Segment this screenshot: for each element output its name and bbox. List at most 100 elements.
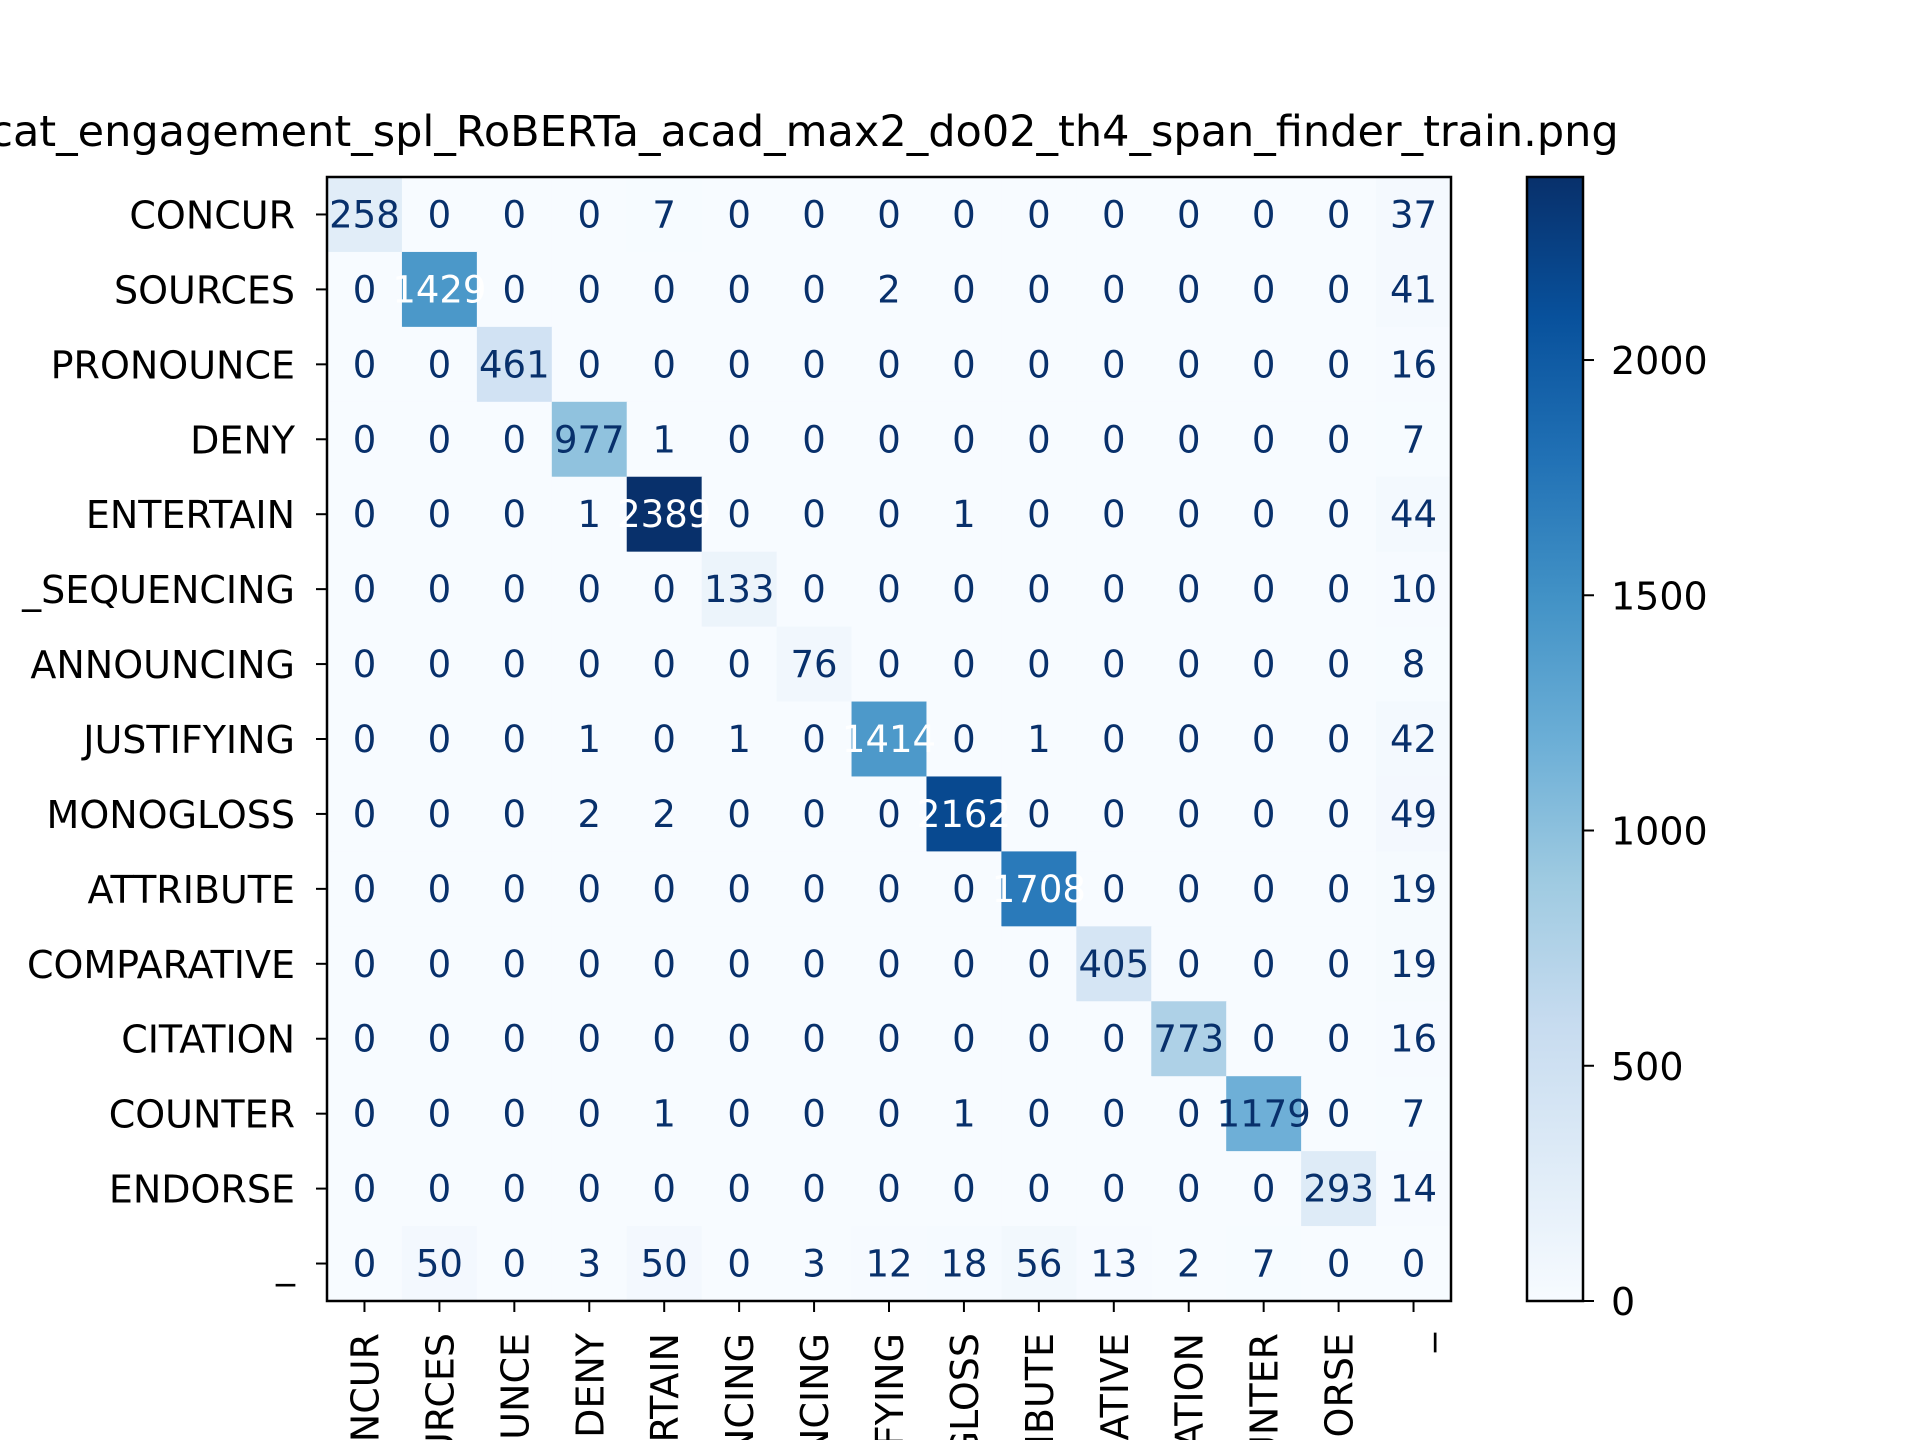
cell-value-label: 19 bbox=[1390, 943, 1437, 986]
heatmap-cell bbox=[551, 626, 628, 703]
heatmap-cell bbox=[1226, 776, 1302, 852]
heatmap-cell bbox=[626, 177, 703, 253]
cell-value-label: 0 bbox=[1177, 643, 1201, 686]
cell-value-label: 0 bbox=[1252, 793, 1276, 836]
cell-value-label: 0 bbox=[353, 643, 377, 686]
cell-value-label: 0 bbox=[1177, 868, 1201, 911]
cell-value-label: 0 bbox=[727, 343, 751, 386]
heatmap-cell bbox=[701, 626, 778, 703]
cell-value-label: 0 bbox=[353, 1093, 377, 1136]
cell-value-label: 0 bbox=[652, 868, 676, 911]
cell-value-label: 0 bbox=[1327, 793, 1351, 836]
cell-value-label: 0 bbox=[727, 1018, 751, 1061]
heatmap-cell bbox=[1376, 1226, 1452, 1302]
cell-value-label: 0 bbox=[1177, 718, 1201, 761]
x-tick-label: IBUTE bbox=[1018, 1333, 1062, 1440]
cell-value-label: 0 bbox=[652, 268, 676, 311]
cell-value-label: 0 bbox=[1327, 193, 1351, 236]
heatmap-cell bbox=[327, 851, 403, 927]
cell-value-label: 0 bbox=[1177, 793, 1201, 836]
x-tick-label: GLOSS bbox=[943, 1333, 987, 1440]
colorbar: 0 500 1000 1500 2000 bbox=[1525, 175, 1708, 1324]
heatmap-cell bbox=[701, 701, 778, 778]
cell-value-label: 0 bbox=[802, 868, 826, 911]
cell-value-label: 0 bbox=[1402, 1243, 1426, 1286]
heatmap-cell bbox=[1151, 177, 1227, 253]
heatmap-cell bbox=[1226, 551, 1302, 628]
cell-value-label: 0 bbox=[952, 193, 976, 236]
cell-value-label: 0 bbox=[802, 568, 826, 611]
heatmap-cell bbox=[1001, 701, 1077, 778]
cell-value-label: 0 bbox=[503, 268, 527, 311]
heatmap-cell bbox=[401, 551, 478, 628]
cell-value-label: 0 bbox=[1327, 868, 1351, 911]
heatmap-cell bbox=[551, 851, 628, 927]
cell-value-label: 0 bbox=[1102, 193, 1126, 236]
cell-value-label: 0 bbox=[1252, 643, 1276, 686]
heatmap-cell bbox=[776, 851, 853, 927]
cell-value-label: 0 bbox=[1327, 1243, 1351, 1286]
cell-value-label: 977 bbox=[554, 418, 625, 461]
y-tick-label: ENTERTAIN bbox=[86, 493, 295, 537]
heatmap-cell bbox=[401, 926, 478, 1002]
cell-value-label: 0 bbox=[802, 493, 826, 536]
cell-value-label: 0 bbox=[428, 493, 452, 536]
x-axis: NCUR URCES OUNCE DENY RTAIN NCING NCING IFYING G… bbox=[343, 1301, 1437, 1440]
cell-value-label: 2 bbox=[1177, 1243, 1201, 1286]
heatmap-cell bbox=[1301, 626, 1377, 703]
cell-value-label: 41 bbox=[1390, 268, 1437, 311]
cell-value-label: 0 bbox=[652, 718, 676, 761]
heatmap-cell bbox=[476, 401, 553, 478]
heatmap-cell bbox=[401, 251, 478, 328]
heatmap-cell bbox=[551, 1151, 628, 1227]
heatmap-cell bbox=[476, 1226, 553, 1302]
cell-value-label: 0 bbox=[1252, 1018, 1276, 1061]
cell-value-label: 0 bbox=[877, 943, 901, 986]
cell-value-label: 1429 bbox=[392, 268, 486, 311]
heatmap-cell bbox=[1226, 1001, 1302, 1077]
cell-value-label: 0 bbox=[727, 193, 751, 236]
heatmap-cell bbox=[626, 1076, 703, 1152]
cell-value-label: 18 bbox=[940, 1243, 987, 1286]
cell-value-label: 2 bbox=[577, 793, 601, 836]
cell-value-label: 0 bbox=[353, 718, 377, 761]
cell-value-label: 2 bbox=[877, 268, 901, 311]
heatmap-cell bbox=[1226, 177, 1302, 253]
cell-value-label: 7 bbox=[1402, 418, 1426, 461]
heatmap-cell bbox=[1376, 1001, 1452, 1077]
heatmap-cell bbox=[1226, 1226, 1302, 1302]
heatmap-cell bbox=[926, 551, 1002, 628]
cell-value-label: 0 bbox=[503, 193, 527, 236]
cell-value-label: 2 bbox=[652, 793, 676, 836]
heatmap-cell bbox=[926, 626, 1002, 703]
cell-value-label: 0 bbox=[952, 1168, 976, 1211]
cell-value-label: 12 bbox=[865, 1243, 912, 1286]
heatmap-cell bbox=[401, 401, 478, 478]
heatmap-cell bbox=[701, 851, 778, 927]
heatmap-cell bbox=[1376, 251, 1452, 328]
cell-value-label: 0 bbox=[877, 568, 901, 611]
cell-value-label: 0 bbox=[877, 793, 901, 836]
heatmap-cell bbox=[476, 626, 553, 703]
heatmap-cell bbox=[776, 626, 853, 703]
cell-value-label: 0 bbox=[652, 343, 676, 386]
heatmap-cell bbox=[1376, 401, 1452, 478]
heatmap-cell bbox=[626, 1151, 703, 1227]
cell-value-label: 0 bbox=[952, 418, 976, 461]
heatmap-cell bbox=[1301, 776, 1377, 852]
heatmap-cell bbox=[401, 1001, 478, 1077]
cell-value-label: 2162 bbox=[917, 793, 1011, 836]
cell-value-label: 0 bbox=[877, 868, 901, 911]
heatmap-cell bbox=[776, 177, 853, 253]
heatmap-cell bbox=[776, 326, 853, 403]
heatmap-cell bbox=[776, 776, 853, 852]
cell-value-label: 0 bbox=[353, 1243, 377, 1286]
cell-value-label: 0 bbox=[1027, 1018, 1051, 1061]
cell-value-label: 0 bbox=[1027, 643, 1051, 686]
heatmap-cell bbox=[551, 1076, 628, 1152]
heatmap-cell bbox=[476, 1151, 553, 1227]
heatmap-cell bbox=[1301, 926, 1377, 1002]
heatmap-cell bbox=[926, 401, 1002, 478]
heatmap-cell bbox=[327, 1001, 403, 1077]
heatmap-cell bbox=[1151, 1226, 1227, 1302]
